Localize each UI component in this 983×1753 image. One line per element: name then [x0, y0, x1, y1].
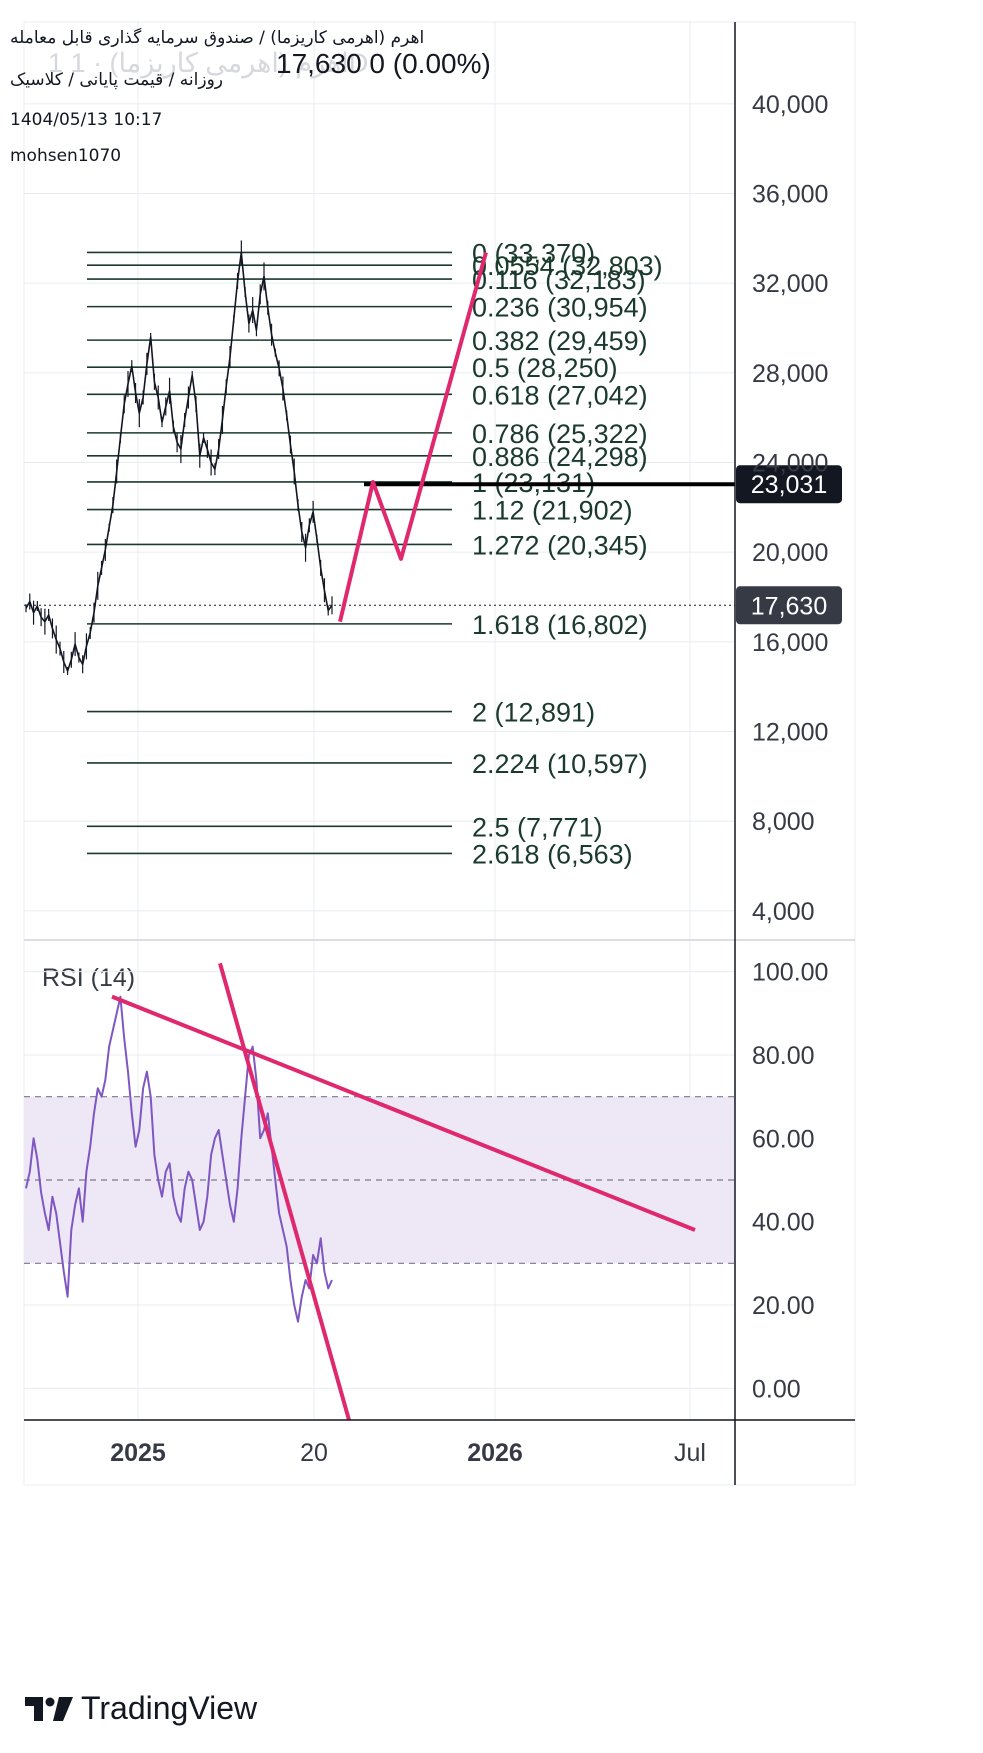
fib-level-label: 0.236 (30,954)	[472, 293, 648, 323]
fib-level-label: 1.12 (21,902)	[472, 496, 633, 526]
interval-line: روزانه / قیمت پایانی / کلاسیک	[10, 70, 223, 90]
rsi-tick-label: 0.00	[752, 1375, 801, 1403]
axes: 4,000 8,000 12,000 16,000 20,000 24,000 28,000…	[24, 22, 855, 1485]
price-tick-label: 36,000	[752, 180, 828, 208]
fib-level-label: 2.224 (10,597)	[472, 749, 648, 779]
brand-name: TradingView	[81, 1690, 258, 1726]
time-tick-label: Jul	[674, 1439, 706, 1467]
fib-level-label: 0.5 (28,250)	[472, 353, 618, 383]
time-tick-label: 2026	[467, 1439, 523, 1467]
annotations[interactable]: 17,630 23,031	[24, 251, 842, 625]
price-tick-label: 8,000	[752, 808, 815, 836]
fib-level-label: 0 (33,370)	[472, 238, 595, 268]
projection-zigzag	[338, 251, 488, 623]
datetime-stamp: 1404/05/13 10:17	[10, 110, 163, 130]
time-tick-label: 20	[300, 1439, 328, 1467]
current-price-badge	[736, 586, 842, 625]
fib-level-label: 1.272 (20,345)	[472, 530, 648, 560]
fib-level-label: 0.382 (29,459)	[472, 326, 648, 356]
fib-level-label: 2.618 (6,563)	[472, 839, 633, 869]
rsi-tick-label: 80.00	[752, 1042, 815, 1070]
rsi-tick-label: 40.00	[752, 1209, 815, 1237]
chart-frame	[23, 21, 856, 1486]
price-tick-label: 12,000	[752, 719, 828, 747]
fib-level-label: 1.618 (16,802)	[472, 610, 648, 640]
price-tick-label: 16,000	[752, 629, 828, 657]
price-line	[25, 251, 333, 672]
fib-level-label: 0.618 (27,042)	[472, 380, 648, 410]
rsi-tick-label: 60.00	[752, 1125, 815, 1153]
horizontal-level-badge-text: 23,031	[751, 471, 827, 499]
fib-level-label: 0.0554 (32,803)	[472, 251, 663, 281]
price-tick-label: 28,000	[752, 360, 828, 388]
tradingview-brand[interactable]: TradingView	[25, 1690, 257, 1727]
price-tick-label: 24,000	[752, 450, 828, 478]
fib-level-label: 0.886 (24,298)	[472, 442, 648, 472]
horizontal-level-badge	[736, 465, 842, 504]
price-tick-label: 32,000	[752, 270, 828, 298]
rsi-line	[25, 995, 333, 1323]
symbol-line: اهرم (اهرمی کاریزما) / صندوق سرمایه گذار…	[10, 28, 425, 48]
price-tick-label: 40,000	[752, 91, 828, 119]
fib-level-label: 2 (12,891)	[472, 698, 595, 728]
fib-level-label: 0.786 (25,322)	[472, 419, 648, 449]
price-series	[25, 240, 333, 675]
symbol-watermark-text: 1 اهرم (اهرمی کاریزما) · 1D	[48, 48, 369, 78]
rsi-trendline-steep	[218, 962, 351, 1421]
grid	[23, 21, 856, 1486]
time-tick-label: 2025	[110, 1439, 166, 1467]
fib-level-label: 2.5 (7,771)	[472, 812, 603, 842]
price-tick-label: 20,000	[752, 539, 828, 567]
rsi-pane: RSI (14) 0.00 20.00 40.00 60.00 80.00 100.00	[24, 959, 828, 1421]
price-tick-label: 4,000	[752, 898, 815, 926]
fib-level-label: 0.116 (32,183)	[472, 265, 646, 295]
current-price-badge-text: 17,630	[751, 592, 827, 620]
rsi-trendline-falling	[111, 994, 696, 1232]
rsi-title: RSI (14)	[42, 964, 135, 992]
tradingview-logo-icon	[25, 1696, 73, 1721]
author-name: mohsen1070	[10, 146, 122, 166]
rsi-tick-label: 20.00	[752, 1292, 815, 1320]
fibonacci-retracement[interactable]: 0 (33,370)0.0554 (32,803)0.116 (32,183)0…	[87, 238, 663, 869]
rsi-tick-label: 100.00	[752, 959, 828, 987]
price-readout: 17,630 0 (0.00%)	[276, 48, 491, 79]
